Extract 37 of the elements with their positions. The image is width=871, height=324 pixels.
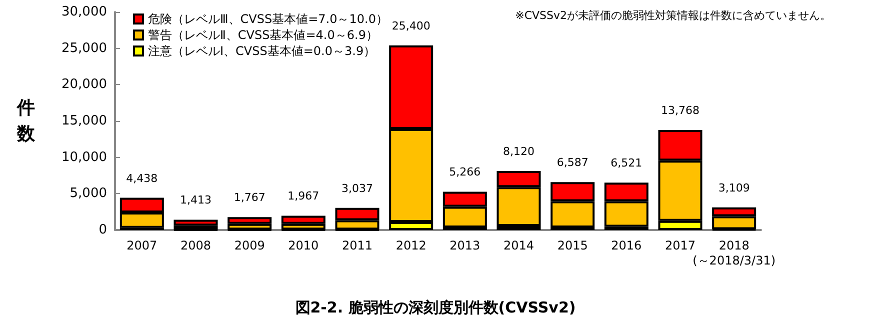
x-tick-label: 2013: [450, 238, 480, 252]
total-label: 1,967: [288, 190, 320, 203]
x-tick-label: 2007: [126, 238, 158, 252]
x-tick-label: 2011: [342, 238, 373, 252]
y-tick-label: 30,000: [62, 4, 107, 20]
x-tick-label: 2008: [180, 238, 212, 252]
legend-label: 警告（レベルⅡ、CVSS基本値=4.0～6.9）: [148, 28, 378, 42]
total-label: 25,400: [392, 19, 430, 32]
y-tick-label: 5,000: [70, 186, 107, 202]
text: 図2-2. 脆弱性の深刻度別件数(CVSSv2): [295, 298, 576, 316]
legend-label: 注意（レベルⅠ、CVSS基本値=0.0～3.9）: [148, 44, 376, 58]
x-tick-label: 2017: [664, 238, 696, 252]
bar: [174, 220, 218, 226]
x-tick-label: 2016: [611, 238, 642, 252]
x-tick-label: 2010: [288, 238, 319, 252]
total-label: 6,521: [610, 156, 642, 170]
x-tick-label: 2014: [503, 238, 534, 252]
y-tick-label: 20,000: [62, 77, 107, 92]
x-tick-label: 2015: [557, 238, 588, 252]
total-label: 1,413: [180, 194, 212, 207]
y-tick-label: 15,000: [62, 114, 107, 128]
total-label: 8,120: [503, 144, 534, 158]
y-tick-label: 0: [98, 222, 107, 238]
y-axis-title: 件数: [16, 98, 36, 144]
total-label: 1,767: [234, 191, 266, 204]
annotation: ※CVSSv2が未評価の脆弱性対策情報は件数に含めていません。: [515, 9, 832, 22]
y-tick-label: 25,000: [62, 40, 107, 56]
legend-label: 危険（レベルⅢ、CVSS基本値=7.0～10.0）: [148, 12, 388, 26]
y-tick-label: 10,000: [62, 150, 107, 165]
total-label: 5,266: [449, 166, 481, 179]
total-label: 4,438: [126, 172, 158, 185]
total-label: 3,109: [718, 181, 750, 194]
total-label: 13,768: [661, 104, 700, 117]
total-label: 6,587: [556, 156, 588, 170]
x-tick-label: 2012: [396, 238, 426, 252]
total-label: 3,037: [342, 182, 373, 195]
x-tick-label: 2009: [234, 238, 265, 252]
